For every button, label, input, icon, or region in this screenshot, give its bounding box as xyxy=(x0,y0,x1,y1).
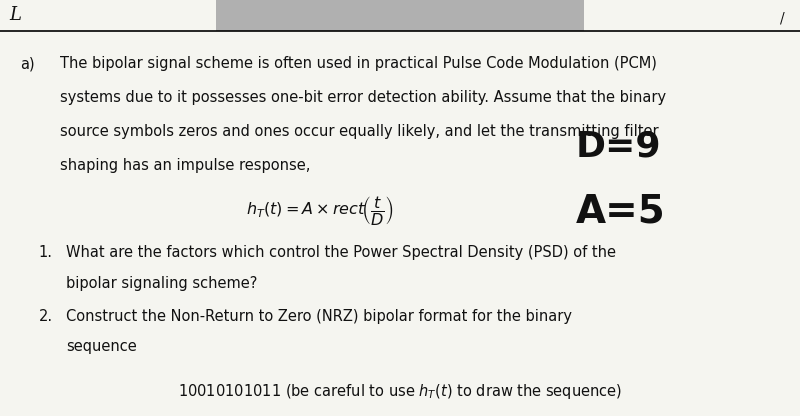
Text: Construct the Non-Return to Zero (NRZ) bipolar format for the binary: Construct the Non-Return to Zero (NRZ) b… xyxy=(66,309,573,324)
Text: L: L xyxy=(10,5,22,24)
Text: a): a) xyxy=(20,56,34,71)
Text: source symbols zeros and ones occur equally likely, and let the transmitting fil: source symbols zeros and ones occur equa… xyxy=(60,124,658,139)
Text: D=9: D=9 xyxy=(576,129,662,163)
Text: A=5: A=5 xyxy=(576,192,666,230)
Text: 1.: 1. xyxy=(38,245,53,260)
Text: bipolar signaling scheme?: bipolar signaling scheme? xyxy=(66,275,258,290)
Text: 2.: 2. xyxy=(38,309,53,324)
Text: $h_T(t) = A\times rect\!\left(\dfrac{t}{D}\right)$: $h_T(t) = A\times rect\!\left(\dfrac{t}{… xyxy=(246,194,394,227)
Text: shaping has an impulse response,: shaping has an impulse response, xyxy=(60,158,310,173)
Text: sequence: sequence xyxy=(66,339,137,354)
Text: systems due to it possesses one-bit error detection ability. Assume that the bin: systems due to it possesses one-bit erro… xyxy=(60,90,666,105)
Text: The bipolar signal scheme is often used in practical Pulse Code Modulation (PCM): The bipolar signal scheme is often used … xyxy=(60,56,657,71)
FancyBboxPatch shape xyxy=(216,0,584,31)
Text: 10010101011 (be careful to use $h_T(t)$ to draw the sequence): 10010101011 (be careful to use $h_T(t)$ … xyxy=(178,382,622,401)
FancyBboxPatch shape xyxy=(0,29,216,31)
Text: /: / xyxy=(780,12,785,26)
Text: What are the factors which control the Power Spectral Density (PSD) of the: What are the factors which control the P… xyxy=(66,245,616,260)
